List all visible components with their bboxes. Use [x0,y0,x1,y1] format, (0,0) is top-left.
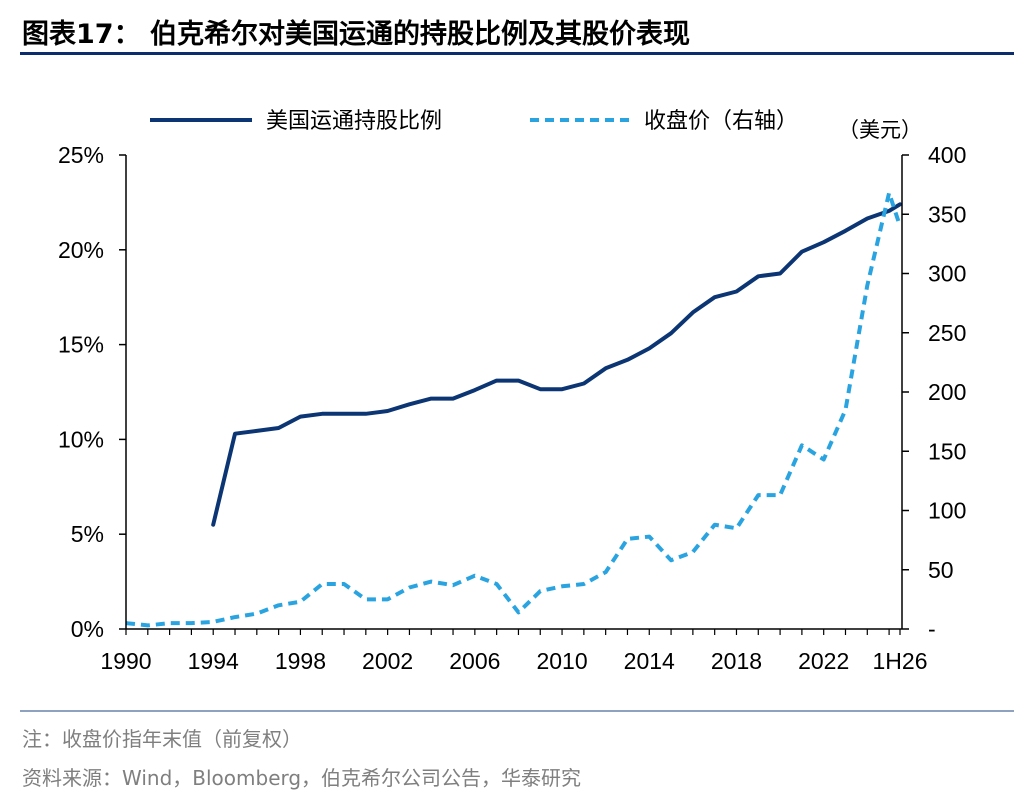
right-tick-label: 50 [928,557,954,583]
x-tick-label: 2014 [624,648,675,674]
holding-series-line [211,202,902,527]
x-tick-label: 1998 [275,648,326,674]
left-tick-label: 5% [71,521,104,547]
left-tick-label: 15% [58,332,104,358]
right-tick-label: 350 [928,201,966,227]
x-tick-label: 2022 [798,648,849,674]
x-tick-label: 2018 [711,648,762,674]
right-tick-label: 250 [928,320,966,346]
right-axis-unit: （美元） [838,119,922,142]
x-tick-label: 2010 [536,648,587,674]
chart: 0% 5% 10% 15% 20% 25% - 50 100 150 200 250 300 350 400… [58,108,966,674]
chart-source: 资料来源：Wind，Bloomberg，伯克希尔公司公告，华泰研究 [22,766,582,790]
x-tick-label: 1990 [100,648,151,674]
right-tick-label: 150 [928,438,966,464]
price-series-line [125,190,902,628]
x-tick-label: 2002 [362,648,413,674]
right-tick-label: 200 [928,379,966,405]
x-tick-label: 2006 [449,648,500,674]
x-tick-label: 1994 [188,648,239,674]
chart-note: 注：收盘价指年末值（前复权） [22,727,302,751]
right-tick-label: 100 [928,498,966,524]
left-tick-label: 20% [58,237,104,263]
legend-label-holding: 美国运通持股比例 [266,108,442,133]
figure-title: 图表17： 伯克希尔对美国运通的持股比例及其股价表现 [22,19,690,50]
x-tick-label: 1H26 [873,648,928,674]
left-tick-label: 25% [58,142,104,168]
footer-rule [20,710,1014,712]
right-tick-label: 300 [928,261,966,287]
left-tick-label: 10% [58,426,104,452]
right-tick-label: 400 [928,142,966,168]
legend-label-price: 收盘价（右轴） [644,108,798,133]
right-tick-label: - [928,616,936,642]
left-tick-label: 0% [71,616,104,642]
title-rule [20,52,1014,55]
